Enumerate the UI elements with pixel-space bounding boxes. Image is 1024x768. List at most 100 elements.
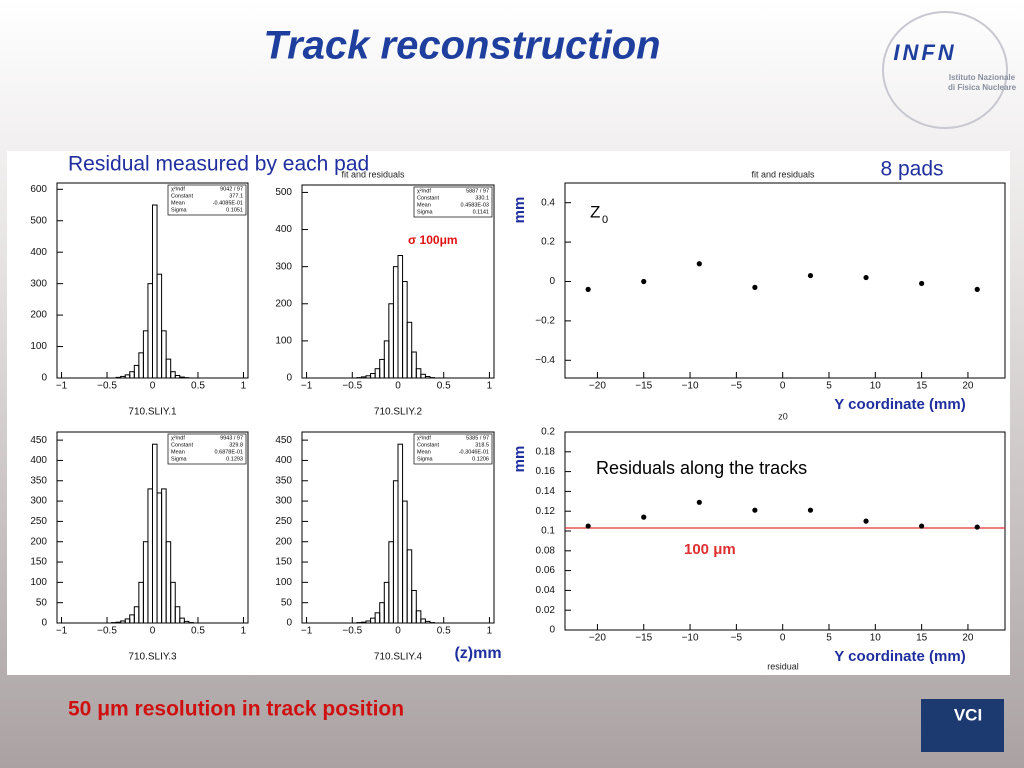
y-tick-label: 0 — [549, 625, 555, 636]
x-tick-label: 5 — [826, 633, 832, 644]
y-tick-label: 350 — [275, 475, 292, 486]
stats-value: 0.6878E-01 — [215, 449, 243, 455]
y-tick-label: 0.4 — [541, 197, 555, 208]
vci-logo: VCI — [921, 699, 1004, 752]
y-tick-label: 300 — [30, 496, 47, 507]
histogram-bar — [406, 321, 413, 379]
logo-text: VCI — [954, 705, 982, 724]
histogram-label: 710.SLIY.4 — [374, 652, 423, 663]
x-tick-label: 0.5 — [437, 381, 451, 392]
stats-value: 5887 / 97 — [466, 188, 489, 194]
x-tick-label: −1 — [56, 381, 68, 392]
y-tick-label: 0.18 — [536, 446, 556, 457]
slide-title: Track reconstruction — [263, 24, 660, 68]
logo-box — [921, 699, 1004, 752]
conclusion: 50 μm resolution in track position — [68, 698, 404, 721]
point — [919, 280, 925, 287]
y-tick-label: 250 — [275, 516, 292, 527]
x-tick-label: 0.5 — [437, 626, 451, 637]
x-tick-label: 5 — [826, 381, 832, 392]
y-axis-label: mm — [511, 446, 528, 473]
stats-label: χ²/ndf — [417, 435, 431, 441]
y-tick-label: 200 — [30, 536, 47, 547]
histogram-bar — [115, 621, 122, 624]
point — [863, 274, 869, 281]
stats-value: 330.1 — [475, 195, 489, 201]
stats-label: Sigma — [417, 456, 434, 462]
y-tick-label: 0.12 — [536, 506, 556, 517]
annotation: Residuals along the tracks — [596, 458, 807, 478]
y-tick-label: 200 — [275, 298, 292, 309]
x-tick-label: −20 — [589, 381, 606, 392]
x-tick-label: −10 — [682, 633, 699, 644]
annotation: (z)mm — [454, 645, 501, 662]
x-tick-label: 0 — [395, 381, 401, 392]
y-tick-label: 150 — [275, 557, 292, 568]
infn-logo: INFN Istituto Nazionale di Fisica Nuclea… — [882, 11, 1017, 129]
stats-value: 318.5 — [475, 442, 489, 448]
histogram-bar — [161, 330, 167, 379]
y-tick-label: 50 — [281, 597, 293, 608]
y-tick-label: −0.4 — [535, 355, 555, 366]
stats-label: Constant — [171, 442, 193, 448]
histogram-bar — [156, 273, 163, 379]
histogram-label: 710.SLIY.2 — [374, 407, 423, 418]
stats-label: χ²/ndf — [171, 186, 185, 192]
histogram-bar — [179, 617, 185, 624]
x-tick-label: 0 — [780, 381, 786, 392]
stats-value: 377.1 — [229, 193, 243, 199]
stats-value: -0.4085E-01 — [213, 200, 243, 206]
histogram-label: 710.SLIY.3 — [128, 652, 177, 663]
stats-label: Mean — [171, 200, 185, 206]
y-tick-label: 500 — [275, 187, 292, 198]
x-tick-label: 20 — [962, 633, 974, 644]
x-tick-label: −15 — [635, 633, 652, 644]
y-tick-label: 450 — [275, 435, 292, 446]
logo-text: INFN — [893, 40, 956, 65]
histogram-bar — [165, 358, 172, 379]
y-tick-label: 0 — [286, 373, 292, 384]
x-tick-label: −1 — [301, 381, 313, 392]
axis-name: residual — [767, 661, 799, 671]
y-tick-label: 400 — [30, 455, 47, 466]
y-tick-label: 0 — [41, 618, 47, 629]
heading: Residual measured by each pad — [68, 153, 369, 176]
x-axis-label: Y coordinate (mm) — [834, 648, 965, 665]
annotation: Z — [590, 202, 600, 221]
point — [585, 523, 591, 529]
x-tick-label: 0.5 — [191, 381, 205, 392]
y-tick-label: 0.16 — [536, 466, 556, 477]
stats-value: 0.1206 — [472, 456, 489, 462]
x-tick-label: 1 — [487, 626, 493, 637]
x-tick-label: −0.5 — [342, 626, 362, 637]
x-tick-label: 15 — [916, 381, 928, 392]
y-tick-label: 400 — [30, 247, 47, 258]
histogram-bar — [179, 376, 185, 379]
y-tick-label: 0 — [41, 373, 47, 384]
y-tick-label: 600 — [30, 184, 47, 195]
point — [919, 523, 925, 529]
histogram-bar — [406, 549, 413, 624]
histogram-bar — [411, 589, 417, 624]
x-tick-label: 0 — [780, 633, 786, 644]
stats-value: 0.1051 — [226, 207, 243, 213]
stats-value: -0.3046E-01 — [459, 449, 489, 455]
histogram-bar — [360, 621, 367, 624]
stats-value: 9943 / 97 — [220, 435, 243, 441]
y-tick-label: 150 — [30, 557, 47, 568]
stats-label: χ²/ndf — [417, 188, 431, 194]
x-tick-label: −5 — [731, 381, 743, 392]
x-tick-label: 15 — [916, 633, 928, 644]
stats-label: Mean — [171, 449, 185, 455]
y-tick-label: 100 — [30, 341, 47, 352]
stats-label: Sigma — [171, 456, 188, 462]
stats-label: Mean — [417, 449, 431, 455]
x-tick-label: 0 — [150, 381, 156, 392]
y-tick-label: −0.2 — [535, 316, 555, 327]
x-tick-label: 20 — [962, 381, 974, 392]
logo-ring — [882, 11, 1008, 129]
histogram-bar — [115, 376, 122, 379]
y-tick-label: 100 — [30, 577, 47, 588]
y-tick-label: 300 — [275, 496, 292, 507]
